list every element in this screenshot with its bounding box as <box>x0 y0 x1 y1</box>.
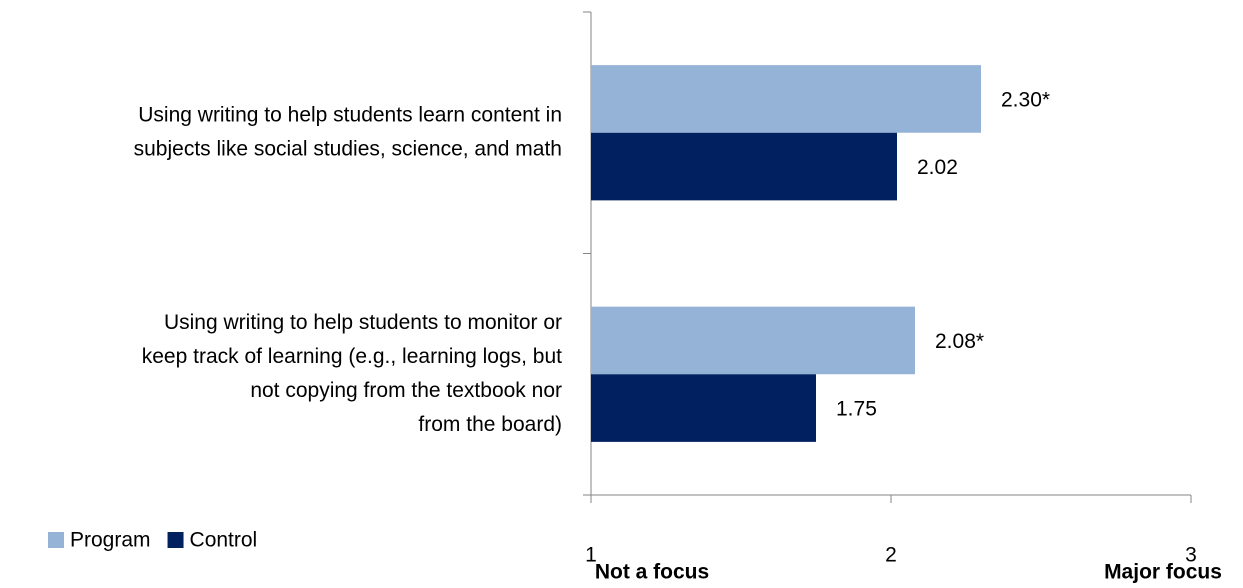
legend-label: Control <box>190 529 258 552</box>
category-label: subjects like social studies, science, a… <box>134 137 562 160</box>
x-tick-label: 2 <box>885 544 897 567</box>
value-label: 1.75 <box>836 398 877 421</box>
legend-swatch <box>167 532 184 548</box>
value-label: 2.02 <box>917 156 958 179</box>
x-axis-low-label: Not a focus <box>595 561 709 583</box>
category-label: Using writing to help students learn con… <box>138 103 562 126</box>
bar <box>591 132 897 201</box>
category-label: keep track of learning (e.g., learning l… <box>142 345 562 368</box>
legend-label: Program <box>70 529 151 552</box>
value-label: 2.08* <box>935 330 984 353</box>
x-tick-label: 1 <box>585 544 597 567</box>
bar <box>591 306 915 375</box>
legend-swatch <box>48 532 64 548</box>
x-axis-high-label: Major focus <box>1104 561 1222 583</box>
category-label: from the board) <box>418 413 562 436</box>
value-label: 2.30* <box>1001 88 1050 111</box>
category-label: Using writing to help students to monito… <box>164 311 562 334</box>
bar <box>591 374 816 442</box>
x-tick-label: 3 <box>1185 544 1197 567</box>
bar <box>591 65 981 133</box>
category-label: not copying from the textbook nor <box>250 379 562 402</box>
